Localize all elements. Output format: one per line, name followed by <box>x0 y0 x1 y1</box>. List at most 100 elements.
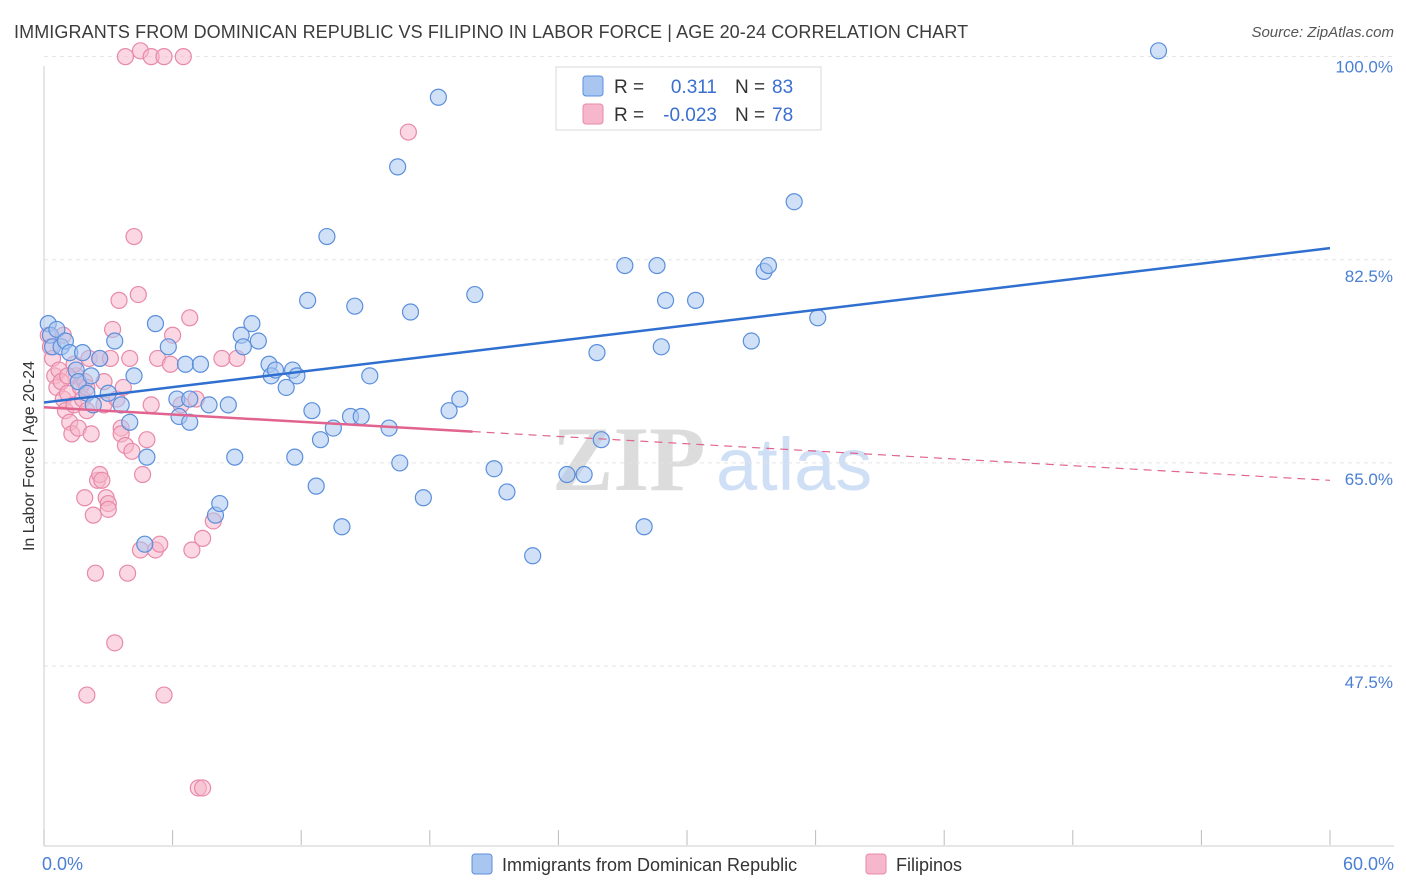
y-tick-label-1: 82.5% <box>1345 267 1393 286</box>
pink-point-26 <box>78 686 96 704</box>
legend-n-label-1: N = <box>735 77 765 98</box>
blue-trend-line <box>43 246 1331 404</box>
y-tick-label-0: 100.0% <box>1335 58 1393 77</box>
blue-point-81 <box>785 193 803 211</box>
blue-point-58 <box>391 454 409 472</box>
blue-point-49 <box>318 227 336 246</box>
blue-point-47 <box>307 477 325 495</box>
pink-point-58 <box>161 355 180 373</box>
blue-point-31 <box>211 494 229 513</box>
pink-point-41 <box>118 564 137 582</box>
legend-swatch-pink <box>582 103 604 125</box>
pink-point-36 <box>110 291 128 309</box>
pink-point-67 <box>213 349 231 368</box>
blue-point-54 <box>352 407 370 426</box>
y-tick-label-2: 65.0% <box>1345 470 1393 489</box>
blue-point-80 <box>759 256 778 275</box>
x-ticks <box>43 830 1331 845</box>
blue-point-20 <box>138 448 156 466</box>
pink-point-34 <box>106 634 124 652</box>
blue-point-78 <box>742 332 760 350</box>
pink-point-61 <box>183 541 201 559</box>
pink-point-43 <box>125 227 143 246</box>
pink-point-47 <box>138 431 156 449</box>
blue-point-45 <box>299 291 317 309</box>
blue-point-75 <box>652 338 670 356</box>
series-legend-swatch-pink <box>865 853 887 875</box>
blue-point-11 <box>82 367 100 385</box>
blue-point-83 <box>1149 42 1168 60</box>
x-tick-label-right: 60.0% <box>1343 854 1394 874</box>
blue-point-28 <box>191 355 210 373</box>
pink-point-21 <box>76 489 94 507</box>
blue-point-22 <box>159 338 177 356</box>
legend-r-label-1: R = <box>614 77 644 98</box>
blue-point-33 <box>226 448 244 466</box>
blue-point-37 <box>249 332 267 350</box>
pink-trend-line-dashed <box>472 430 1331 481</box>
blue-point-43 <box>286 448 304 466</box>
blue-point-61 <box>429 88 447 106</box>
blue-point-69 <box>575 465 593 484</box>
blue-point-62 <box>440 402 458 420</box>
pink-point-22 <box>84 506 102 524</box>
pink-point-73 <box>93 471 111 489</box>
pink-point-64 <box>194 779 212 797</box>
blue-point-15 <box>106 332 124 350</box>
blue-point-65 <box>485 460 503 478</box>
watermark-zip: ZIP <box>552 408 705 510</box>
series-legend: Immigrants from Dominican Republic Filip… <box>471 853 962 875</box>
blue-point-25 <box>176 355 195 373</box>
blue-point-74 <box>648 256 666 275</box>
legend-r-label-2: R = <box>614 105 644 126</box>
blue-point-19 <box>136 535 154 553</box>
correlation-legend: R = 0.311 N = 83 R = -0.023 N = 78 <box>555 66 822 131</box>
blue-point-21 <box>146 315 165 333</box>
blue-point-68 <box>558 465 576 484</box>
pink-point-32 <box>99 500 117 518</box>
watermark-atlas: atlas <box>716 423 872 506</box>
trend-lines <box>43 246 1331 481</box>
blue-point-77 <box>686 291 705 309</box>
grid-lines <box>44 56 1394 667</box>
legend-r-value-1: 0.311 <box>671 77 717 98</box>
pink-point-68 <box>399 123 417 141</box>
blue-point-16 <box>112 396 130 414</box>
pink-point-52 <box>155 686 173 704</box>
blue-point-60 <box>414 489 432 507</box>
pink-point-60 <box>181 309 199 327</box>
pink-point-53 <box>116 48 135 66</box>
pink-point-57 <box>174 48 192 66</box>
axes <box>43 66 1394 847</box>
series-legend-label-pink: Filipinos <box>896 855 962 875</box>
blue-point-46 <box>303 402 321 420</box>
blue-point-36 <box>243 315 261 333</box>
y-axis-label: In Labor Force | Age 20-24 <box>21 361 38 551</box>
legend-r-value-2: -0.023 <box>663 105 717 126</box>
y-tick-labels: 100.0% 82.5% 65.0% 47.5% <box>1335 58 1393 692</box>
blue-point-55 <box>361 367 379 385</box>
chart-title: IMMIGRANTS FROM DOMINICAN REPUBLIC VS FI… <box>14 22 969 42</box>
pink-trend-line <box>43 405 473 433</box>
legend-n-label-2: N = <box>735 105 765 126</box>
blue-point-64 <box>466 285 484 304</box>
pink-point-46 <box>133 465 152 484</box>
watermark: ZIP atlas <box>552 408 872 510</box>
pink-point-48 <box>142 396 160 414</box>
blue-point-35 <box>234 338 252 356</box>
blue-point-17 <box>121 413 139 431</box>
legend-n-value-1: 83 <box>772 77 793 98</box>
blue-point-73 <box>635 518 653 536</box>
series-legend-swatch-blue <box>471 853 493 875</box>
blue-point-71 <box>592 431 610 449</box>
legend-swatch-blue <box>582 75 604 97</box>
blue-point-63 <box>451 390 469 408</box>
blue-point-66 <box>498 483 516 501</box>
blue-point-59 <box>401 303 420 321</box>
pink-point-42 <box>121 349 139 368</box>
blue-point-13 <box>91 349 109 368</box>
blue-point-67 <box>524 547 542 565</box>
blue-point-76 <box>656 291 675 309</box>
blue-point-53 <box>346 297 364 315</box>
